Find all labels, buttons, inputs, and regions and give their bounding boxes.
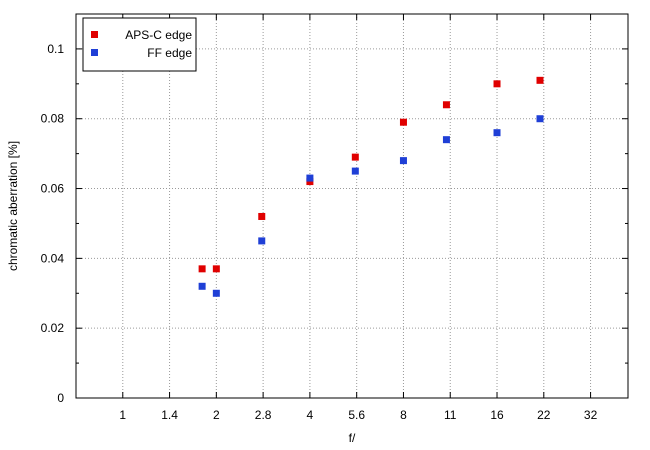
data-point-ff xyxy=(258,237,266,245)
data-point-ff xyxy=(306,174,314,182)
y-axis-label: chromatic aberration [%] xyxy=(6,141,20,271)
x-tick-label: 5.6 xyxy=(348,408,365,422)
data-point-ff xyxy=(351,167,359,175)
x-tick-label: 32 xyxy=(584,408,598,422)
data-point-aps-c xyxy=(399,118,407,126)
y-tick-label: 0.08 xyxy=(41,112,65,126)
data-points xyxy=(198,76,544,297)
x-axis-label: f/ xyxy=(349,431,356,445)
x-tick-label: 2.8 xyxy=(255,408,272,422)
x-tick-label: 11 xyxy=(444,408,457,422)
legend-marker-aps-c xyxy=(91,31,98,38)
y-tick-label: 0.1 xyxy=(47,42,64,56)
x-tick-labels: 1 1.4 2 2.8 4 5.6 8 11 16 22 32 xyxy=(119,408,597,422)
y-tick-label: 0.04 xyxy=(41,251,65,265)
y-tick-label: 0.06 xyxy=(41,182,65,196)
y-tick-labels: 0 0.02 0.04 0.06 0.08 0.1 xyxy=(41,42,65,405)
y-tick-label: 0.02 xyxy=(41,321,65,335)
x-tick-label: 1.4 xyxy=(161,408,178,422)
data-point-aps-c xyxy=(212,265,220,273)
data-point-ff xyxy=(493,129,501,137)
data-point-aps-c xyxy=(493,80,501,88)
x-tick-label: 16 xyxy=(490,408,504,422)
legend-label-ff: FF edge xyxy=(147,46,192,60)
x-tick-label: 2 xyxy=(213,408,220,422)
data-point-aps-c xyxy=(351,153,359,161)
data-point-ff xyxy=(536,115,544,123)
data-point-aps-c xyxy=(258,212,266,220)
plot-frame xyxy=(75,13,629,399)
data-point-ff xyxy=(442,136,450,144)
data-point-aps-c xyxy=(442,101,450,109)
x-tick-label: 1 xyxy=(119,408,126,422)
data-point-ff xyxy=(399,157,407,165)
y-tick-label: 0 xyxy=(57,391,64,405)
x-tick-label: 8 xyxy=(400,408,407,422)
data-point-aps-c xyxy=(198,265,206,273)
legend-box xyxy=(82,17,197,72)
data-point-ff xyxy=(212,289,220,297)
grid-lines xyxy=(76,14,628,398)
legend-marker-ff xyxy=(91,49,98,56)
data-point-ff xyxy=(198,282,206,290)
data-point-aps-c xyxy=(536,76,544,84)
x-tick-label: 22 xyxy=(537,408,551,422)
legend: APS-C edge FF edge xyxy=(82,17,197,72)
x-tick-label: 4 xyxy=(307,408,314,422)
legend-label-aps-c: APS-C edge xyxy=(125,28,192,42)
axis-ticks xyxy=(76,14,628,399)
